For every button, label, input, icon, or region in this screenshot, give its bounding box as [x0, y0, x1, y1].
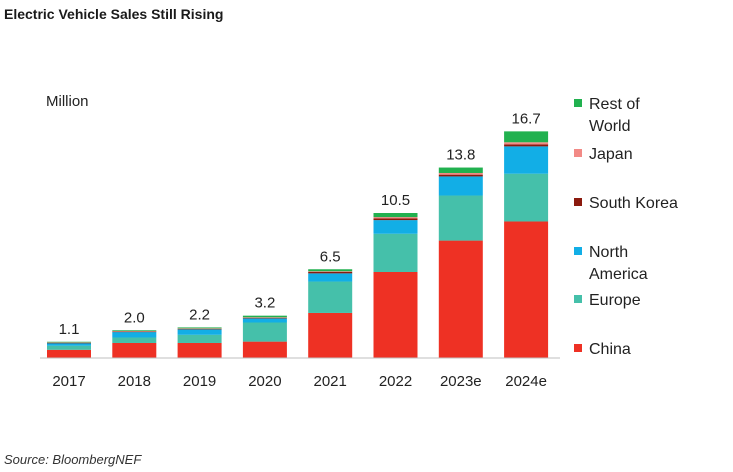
bar-segment-2022-china	[373, 271, 418, 358]
unit-label: Million	[46, 93, 89, 110]
x-tick-labels: 2017 2018 2019 2020 2021 2022 2023e 2024e	[52, 373, 547, 390]
total-labels: 1.1 2.0 2.2 3.2 6.5 10.5 13.8 16.7	[59, 110, 541, 337]
bar-segment-2024e-north-america	[504, 146, 549, 174]
total-label: 10.5	[381, 192, 410, 209]
x-tick-label: 2022	[379, 373, 412, 390]
bar-segment-2019-europe	[177, 334, 222, 343]
x-tick-label: 2017	[52, 373, 85, 390]
total-label: 6.5	[320, 248, 341, 265]
bar-segment-2018-japan	[112, 331, 157, 332]
bar-segment-2018-north-america	[112, 332, 157, 338]
legend-swatch	[574, 295, 582, 303]
bar-segment-2020-rest-of-world	[242, 315, 287, 318]
bar-segment-2022-rest-of-world	[373, 213, 418, 218]
bar-segment-2024e-south-korea	[504, 144, 549, 147]
bars-group	[47, 131, 549, 358]
legend-swatch	[574, 247, 582, 255]
bar-segment-2021-rest-of-world	[308, 269, 353, 272]
x-tick-label: 2021	[314, 373, 347, 390]
bar-segment-2021-europe	[308, 281, 353, 313]
bar-segment-2022-europe	[373, 233, 418, 272]
bar-segment-2024e-europe	[504, 173, 549, 222]
bar-segment-2024e-japan	[504, 142, 549, 145]
legend-label: Japan	[589, 146, 633, 163]
bar-segment-2017-rest-of-world	[47, 341, 91, 343]
x-tick-label: 2019	[183, 373, 216, 390]
bar-segment-2019-china	[177, 342, 222, 358]
bar-segment-2020-south-korea	[242, 317, 287, 319]
bar-segment-2021-north-america	[308, 273, 353, 282]
bar-segment-2022-south-korea	[373, 218, 418, 221]
bar-segment-2017-europe	[47, 345, 91, 350]
bar-segment-2023e-japan	[438, 173, 483, 175]
legend-label: Europe	[589, 292, 641, 309]
total-label: 16.7	[511, 110, 540, 127]
bar-segment-2021-china	[308, 312, 353, 358]
bar-segment-2021-south-korea	[308, 271, 353, 274]
bar-segment-2020-europe	[242, 322, 287, 342]
x-tick-label: 2024e	[505, 373, 547, 390]
bar-segment-2018-europe	[112, 337, 157, 343]
total-label: 3.2	[254, 295, 275, 312]
x-tick-label: 2018	[118, 373, 151, 390]
total-label: 13.8	[446, 147, 475, 164]
bar-segment-2018-rest-of-world	[112, 330, 157, 332]
legend: Rest of World Japan South Korea North America…	[574, 96, 678, 358]
bar-segment-2023e-europe	[438, 195, 483, 241]
bar-segment-2023e-rest-of-world	[438, 167, 483, 174]
bar-segment-2022-north-america	[373, 220, 418, 234]
bar-segment-2019-north-america	[177, 329, 222, 335]
bar-segment-2023e-north-america	[438, 176, 483, 196]
bar-segment-2018-south-korea	[112, 331, 157, 333]
legend-label: China	[589, 341, 631, 358]
bar-segment-2017-china	[47, 349, 91, 358]
legend-label: Rest of World	[589, 96, 640, 135]
total-label: 2.2	[189, 306, 210, 323]
bar-segment-2020-china	[242, 341, 287, 358]
legend-swatch	[574, 99, 582, 107]
bar-segment-2024e-rest-of-world	[504, 131, 549, 143]
page-title: Electric Vehicle Sales Still Rising	[4, 6, 224, 22]
legend-swatch	[574, 344, 582, 352]
bar-segment-2020-north-america	[242, 318, 287, 323]
legend-swatch	[574, 149, 582, 157]
total-label: 2.0	[124, 309, 145, 326]
x-tick-label: 2023e	[440, 373, 482, 390]
bar-segment-2017-japan	[47, 342, 91, 344]
bar-segment-2018-china	[112, 342, 157, 358]
bar-segment-2022-japan	[373, 217, 418, 219]
source-note: Source: BloombergNEF	[4, 452, 142, 467]
x-tick-label: 2020	[248, 373, 281, 390]
legend-label: North America	[589, 244, 648, 283]
bar-segment-2019-rest-of-world	[177, 327, 222, 329]
bar-segment-2023e-china	[438, 240, 483, 358]
bar-segment-2020-japan	[242, 317, 287, 318]
bar-segment-2019-south-korea	[177, 328, 222, 330]
bar-segment-2017-north-america	[47, 342, 91, 346]
total-label: 1.1	[59, 321, 80, 338]
bar-segment-2021-japan	[308, 271, 353, 272]
bar-segment-2019-japan	[177, 328, 222, 329]
legend-swatch	[574, 198, 582, 206]
legend-label: South Korea	[589, 195, 678, 212]
bar-segment-2023e-south-korea	[438, 174, 483, 177]
bar-segment-2024e-china	[504, 221, 549, 358]
